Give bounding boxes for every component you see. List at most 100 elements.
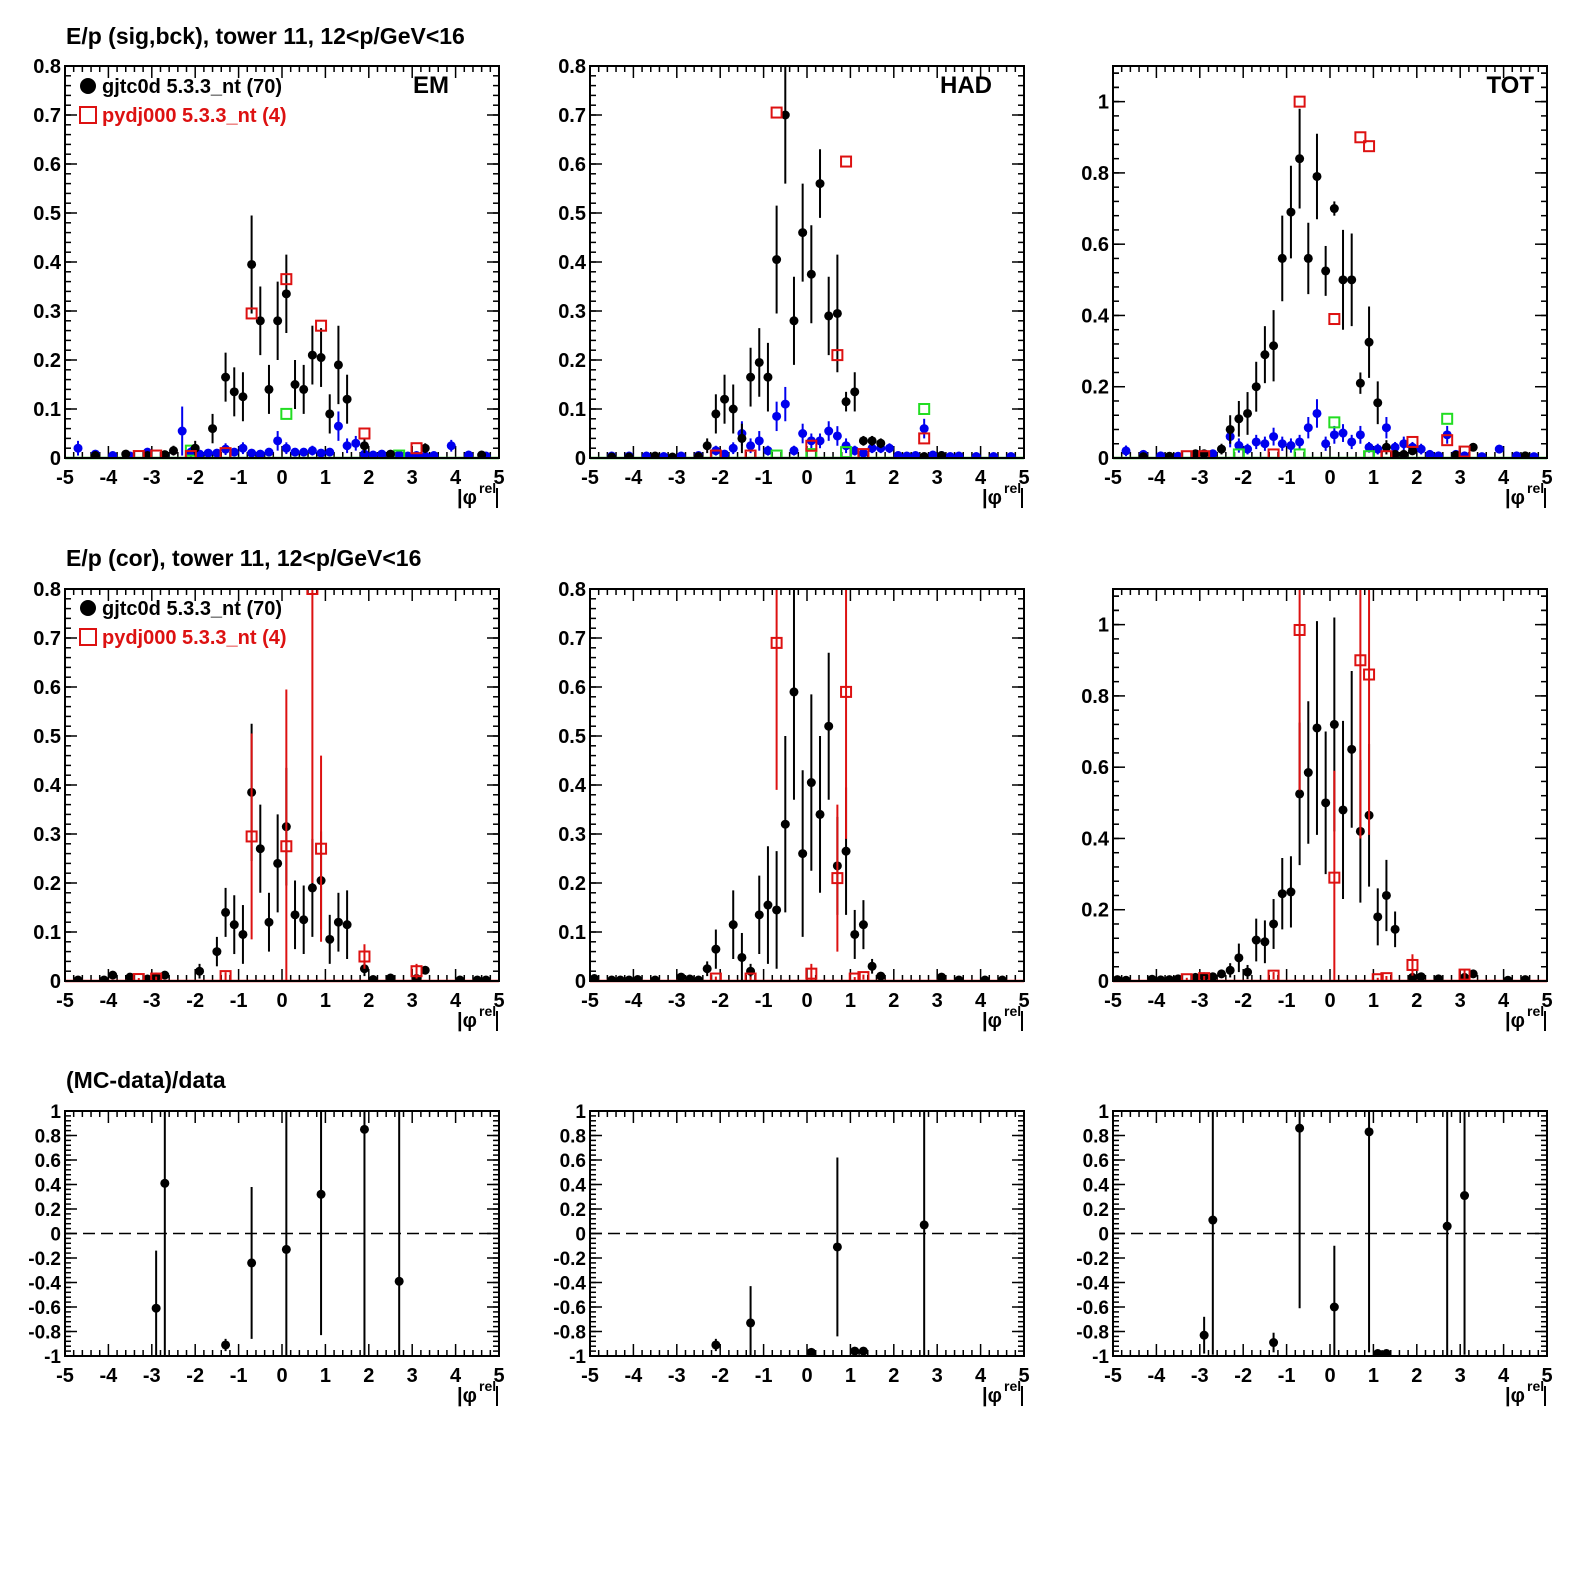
data-point	[1303, 768, 1313, 778]
x-tick-label: 3	[1455, 1365, 1466, 1387]
data-point	[1138, 452, 1148, 458]
data-point	[770, 636, 783, 649]
data-point	[386, 449, 395, 458]
panel-r2c1: -5 -4 -3 -2 -1 0 1 2 3 4 5 0 0.1 0.2 0.3 0.4 0.5 0.6 0.7 0.…	[33, 579, 504, 1032]
y-tick-label: -0.4	[1076, 1274, 1109, 1295]
y-tick-label: 0.1	[33, 399, 61, 421]
y-tick-label: 0.2	[560, 1200, 586, 1221]
data-point	[1199, 1330, 1209, 1340]
y-tick-label: -0.8	[553, 1323, 586, 1344]
y-tick-label: 0.1	[558, 922, 586, 944]
data-point	[359, 441, 369, 451]
plot-frame	[1112, 65, 1548, 459]
data-point	[997, 975, 1007, 981]
x-axis-label-sup: rel	[1004, 1378, 1021, 1394]
x-axis-label-sup: rel	[479, 1378, 496, 1394]
data-point	[1208, 972, 1218, 981]
data-point	[219, 970, 232, 981]
data-point	[229, 920, 239, 930]
data-point	[867, 961, 877, 971]
x-axis-label: |φ	[982, 1010, 1002, 1032]
y-tick-label: 0.2	[1083, 1200, 1109, 1221]
x-tick-label: -2	[711, 467, 729, 489]
y-tick-label: 1	[1098, 615, 1109, 637]
x-tick-label: 0	[276, 467, 287, 489]
data-point	[919, 1220, 929, 1230]
data-point	[1520, 975, 1530, 981]
x-tick-label: -3	[668, 1365, 686, 1387]
x-tick-label: -4	[625, 467, 644, 489]
row2-title: E/p (cor), tower 11, 12<p/GeV<16	[66, 545, 421, 571]
data-point	[1373, 912, 1383, 922]
y-tick-label: 1	[50, 1102, 61, 1123]
data-point	[281, 1244, 291, 1254]
data-point	[806, 1347, 816, 1356]
data-point	[245, 307, 258, 320]
data-point	[876, 438, 886, 448]
x-tick-label: -4	[625, 1365, 644, 1387]
data-point	[150, 449, 163, 458]
data-point	[306, 589, 319, 595]
data-point	[403, 451, 413, 458]
x-axis-label-sup: rel	[1527, 480, 1544, 496]
data-point	[1217, 969, 1226, 979]
x-axis-label: |φ	[1505, 487, 1525, 509]
data-point	[650, 451, 660, 458]
data-point	[1121, 975, 1131, 981]
data-point	[919, 424, 929, 434]
y-tick-label: 0.3	[33, 824, 61, 846]
x-tick-label: -4	[100, 1365, 119, 1387]
data-point	[709, 449, 722, 458]
data-point	[1468, 969, 1478, 979]
data-point	[590, 974, 599, 981]
data-point	[937, 451, 947, 458]
data-point	[1156, 451, 1166, 458]
data-point	[359, 1124, 369, 1134]
x-tick-label: 0	[1324, 990, 1335, 1012]
x-axis-label: |φ	[1505, 1010, 1525, 1032]
data-point	[1277, 889, 1287, 899]
x-axis-label: |φ	[1505, 1385, 1525, 1407]
data-point	[307, 446, 317, 456]
y-tick-label: 0.6	[1083, 1151, 1109, 1172]
x-tick-label: -2	[1234, 467, 1252, 489]
legend-mc-marker	[79, 106, 97, 124]
data-point	[831, 872, 844, 885]
data-point	[410, 442, 423, 455]
data-point	[902, 451, 912, 458]
data-point	[1260, 439, 1270, 449]
data-point	[615, 975, 625, 981]
data-point	[815, 179, 825, 189]
data-point	[221, 1340, 231, 1350]
data-point	[772, 905, 782, 915]
x-tick-label: 5	[1541, 1365, 1552, 1387]
x-tick-label: 2	[363, 467, 374, 489]
y-tick-label: -0.4	[553, 1274, 586, 1295]
data-point	[238, 443, 248, 453]
data-point	[1520, 451, 1530, 458]
data-point	[1180, 450, 1193, 458]
data-point	[342, 441, 352, 451]
y-tick-label: -0.6	[28, 1298, 61, 1319]
data-point	[281, 443, 291, 453]
y-tick-label: -1	[44, 1347, 61, 1368]
data-point	[290, 380, 300, 389]
x-tick-label: -2	[711, 990, 729, 1012]
data-point	[1312, 408, 1322, 418]
plot-frame	[589, 588, 1025, 982]
x-tick-label: 5	[1018, 1365, 1029, 1387]
panel-label-em: EM	[413, 72, 449, 99]
plot-frame	[589, 65, 1025, 459]
x-tick-label: -5	[581, 1365, 599, 1387]
data-point	[264, 384, 274, 394]
y-tick-label: 0	[1098, 1225, 1109, 1246]
x-axis-label-sup: rel	[479, 480, 496, 496]
data-point	[108, 970, 118, 980]
x-axis-label: |φ	[457, 1385, 477, 1407]
x-tick-label: 5	[493, 990, 504, 1012]
x-tick-label: -2	[186, 990, 204, 1012]
x-tick-label: -3	[1191, 1365, 1209, 1387]
x-tick-label: 5	[493, 467, 504, 489]
data-point	[624, 452, 634, 458]
